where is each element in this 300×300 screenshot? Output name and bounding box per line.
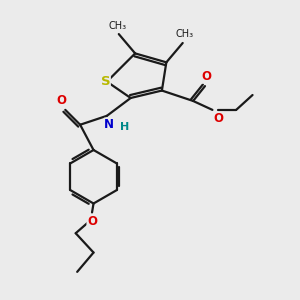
Text: H: H: [120, 122, 129, 132]
Text: O: O: [87, 215, 97, 228]
Text: O: O: [57, 94, 67, 107]
Text: S: S: [100, 75, 110, 88]
Text: CH₃: CH₃: [108, 20, 126, 31]
Text: CH₃: CH₃: [175, 29, 193, 39]
Text: N: N: [104, 118, 114, 131]
Text: O: O: [201, 70, 211, 83]
Text: O: O: [214, 112, 224, 125]
